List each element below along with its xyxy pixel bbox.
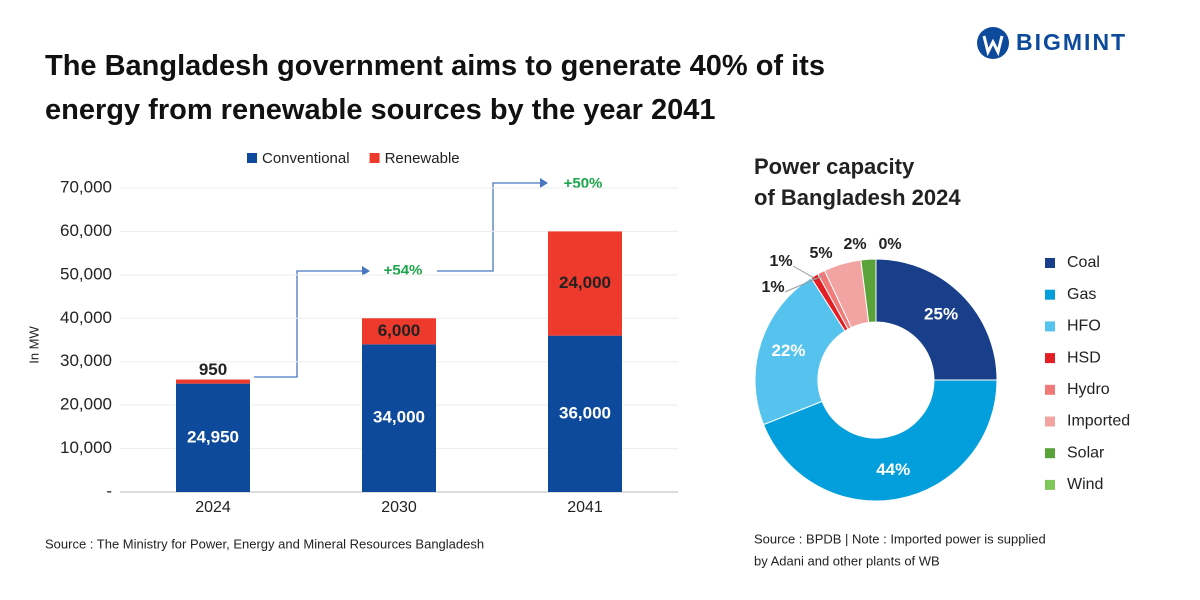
bar-segment	[362, 344, 436, 492]
bar-segment	[548, 335, 622, 492]
annotation: +54%	[384, 262, 423, 279]
legend-swatch	[247, 153, 257, 163]
growth-arrow	[254, 270, 368, 378]
y-tick-label: 70,000	[60, 177, 112, 196]
donut-slice	[762, 379, 998, 502]
legend-swatch	[1045, 416, 1055, 427]
chart-title: Power capacity	[754, 154, 915, 179]
y-tick-label: 40,000	[60, 308, 112, 327]
data-label: 44%	[876, 460, 910, 479]
x-tick-label: 2041	[567, 499, 603, 516]
data-label: 5%	[809, 245, 832, 262]
source: Source : The Ministry for Power, Energy …	[45, 536, 484, 551]
legend-label: HFO	[1067, 318, 1101, 335]
logo-mark	[982, 35, 1004, 57]
x-tick-label: 2024	[195, 499, 231, 516]
data-label: 1%	[761, 279, 784, 296]
y-tick-label: 30,000	[60, 351, 112, 370]
bar-segment	[176, 379, 250, 384]
arrow-head	[362, 266, 370, 276]
leader-line	[784, 275, 824, 293]
data-label: 0%	[878, 236, 901, 253]
source: by Adani and other plants of WB	[754, 553, 940, 568]
data-label: 25%	[924, 304, 958, 323]
y-tick-label: 50,000	[60, 264, 112, 283]
legend-swatch	[369, 153, 380, 163]
legend-label: Renewable	[385, 150, 460, 167]
annotation: +50%	[564, 175, 603, 192]
data-label: 34,000	[373, 408, 425, 427]
legend-label: Solar	[1067, 444, 1105, 461]
y-tick-label: 60,000	[60, 221, 112, 240]
donut-slice	[875, 258, 998, 381]
chart-title: of Bangladesh 2024	[754, 185, 961, 210]
donut-slice	[754, 277, 846, 426]
data-label: 24,950	[187, 427, 239, 446]
y-axis-label: In MW	[26, 325, 41, 363]
legend-swatch	[1045, 384, 1055, 395]
data-label: 6,000	[378, 321, 421, 340]
legend-swatch	[1045, 258, 1055, 268]
legend-swatch	[1045, 289, 1055, 300]
source: Source : BPDB | Note : Imported power is…	[754, 531, 1046, 546]
y-tick-label: -	[106, 481, 112, 500]
bar-segment	[176, 383, 250, 492]
growth-arrow	[437, 182, 546, 272]
data-label: 24,000	[559, 273, 611, 292]
legend-label: Hydro	[1067, 381, 1110, 398]
leader-line	[792, 265, 817, 280]
legend-label: Wind	[1067, 476, 1103, 493]
page-title: The Bangladesh government aims to genera…	[45, 50, 825, 126]
legend-swatch	[1045, 448, 1055, 459]
legend-label: Gas	[1067, 286, 1096, 303]
arrow-head	[540, 178, 548, 188]
legend-swatch	[1045, 479, 1055, 490]
legend-label: Conventional	[262, 150, 350, 167]
data-label: 36,000	[559, 403, 611, 422]
legend-swatch	[1045, 353, 1055, 364]
legend-label: HSD	[1067, 349, 1101, 366]
legend-label: Imported	[1067, 413, 1130, 430]
bar-segment	[362, 318, 436, 345]
legend-label: Coal	[1067, 254, 1100, 271]
x-tick-label: 2030	[381, 499, 417, 516]
y-tick-label: 20,000	[60, 395, 112, 414]
y-tick-label: 10,000	[60, 438, 112, 457]
legend-swatch	[1045, 321, 1055, 332]
data-label: 950	[199, 360, 227, 379]
data-label: 22%	[771, 341, 805, 360]
data-label: 2%	[843, 236, 866, 253]
logo: BIGMINT	[1016, 29, 1127, 55]
bar-segment	[548, 231, 622, 336]
data-label: 1%	[769, 253, 792, 270]
